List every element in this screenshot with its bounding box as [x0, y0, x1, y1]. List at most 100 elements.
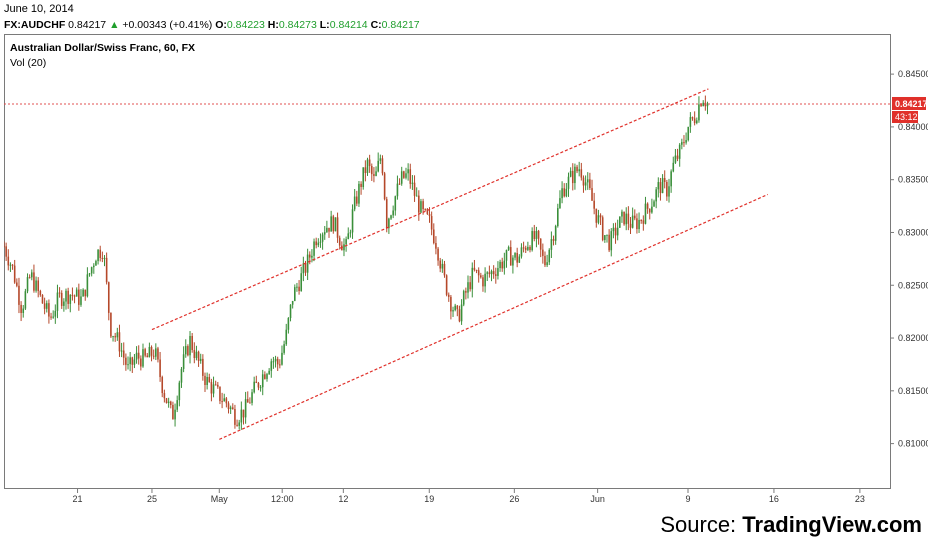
candle-body [565, 188, 568, 197]
candle-body [24, 291, 27, 309]
candle-body [535, 230, 538, 239]
candle-body [524, 247, 527, 250]
candle-body [129, 357, 131, 365]
candle-body [13, 265, 16, 283]
candle-body [253, 381, 255, 393]
candle-body [80, 296, 82, 305]
candle-body [163, 393, 166, 399]
candle-body [146, 355, 149, 358]
candle-body [45, 303, 48, 309]
candle-body [54, 310, 57, 317]
candle-body [199, 358, 202, 361]
candle-body [394, 196, 397, 211]
volume-indicator-label[interactable]: Vol (20) [10, 57, 46, 69]
candle-body [642, 220, 645, 224]
candle-body [65, 290, 67, 302]
candle-body [633, 215, 636, 219]
candle-body [505, 249, 508, 261]
candle-body [435, 243, 437, 249]
candle-body [326, 227, 328, 233]
candle-body [695, 120, 698, 124]
candle-body [518, 256, 521, 263]
candle-body [586, 179, 589, 183]
candle-body [244, 399, 247, 418]
candle-body [3, 246, 5, 248]
candle-body [148, 346, 151, 358]
candle-body [396, 183, 399, 197]
candle-body [473, 267, 476, 270]
candle-body [261, 374, 264, 388]
symbol-label[interactable]: FX:AUDCHF [4, 19, 66, 31]
candle-body [554, 226, 557, 241]
candle-body [210, 382, 213, 394]
close-label: C: [370, 19, 382, 31]
x-tick-label: 9 [685, 494, 690, 504]
candle-body [452, 310, 454, 312]
candle-body [533, 231, 536, 239]
candle-body [426, 209, 429, 214]
candle-body [189, 336, 191, 356]
candle-body [604, 235, 606, 241]
candle-body [206, 376, 208, 385]
candle-body [274, 358, 277, 362]
candle-body [456, 305, 459, 310]
candle-body [227, 403, 230, 410]
candle-body [69, 294, 72, 304]
candles-group [3, 95, 709, 430]
y-tick-label: 0.81000 [898, 439, 928, 449]
candle-body [16, 282, 18, 286]
candle-body [30, 272, 33, 278]
candle-body [475, 269, 478, 271]
chart-date: June 10, 2014 [4, 3, 74, 15]
candle-body [103, 257, 106, 259]
candle-body [264, 374, 266, 379]
candle-body [283, 344, 285, 353]
candle-body [112, 336, 114, 338]
candle-body [595, 208, 598, 223]
trend-channel: 0.84217 43:12 [4, 88, 928, 440]
source-brand: TradingView.com [742, 512, 922, 537]
candle-body [674, 155, 677, 163]
candle-body [118, 332, 121, 352]
candle-body [563, 188, 566, 197]
candle-body [529, 246, 531, 251]
candle-body [422, 201, 424, 210]
candle-body [97, 249, 99, 262]
candle-body [490, 271, 493, 275]
x-tick-label: Jun [590, 494, 605, 504]
candle-body [214, 384, 217, 386]
candle-body [471, 267, 474, 290]
candle-body [420, 201, 422, 213]
candle-body [39, 290, 42, 295]
candle-body [120, 350, 123, 352]
low-value: 0.84214 [329, 19, 368, 31]
candle-body [291, 300, 294, 305]
candle-body [666, 181, 668, 197]
x-tick-label: 12:00 [271, 494, 294, 504]
candle-body [238, 422, 241, 426]
candle-body [507, 247, 510, 250]
price-chart[interactable]: 0.84217 43:12 0.84500 0.84000 0.83500 0.8300… [3, 34, 931, 504]
candle-body [672, 162, 675, 172]
candle-body [191, 336, 193, 351]
x-axis: 21 25 May 12:00 12 19 26 Jun 9 16 23 [73, 489, 865, 504]
candle-body [127, 364, 129, 366]
candle-body [231, 407, 234, 409]
candle-body [137, 352, 140, 359]
candle-body [268, 370, 270, 375]
candle-body [636, 218, 638, 230]
candle-body [330, 216, 332, 232]
candle-body [172, 404, 174, 420]
chart-area[interactable]: 0.84217 43:12 0.84500 0.84000 0.83500 0.8300… [3, 34, 931, 504]
candle-body [488, 272, 491, 275]
candle-body [638, 219, 640, 230]
candle-body [60, 292, 63, 306]
candle-body [242, 409, 245, 418]
candle-body [381, 158, 384, 174]
candle-body [165, 398, 168, 404]
candle-body [702, 102, 705, 106]
candle-body [668, 186, 670, 197]
candle-body [20, 304, 22, 313]
candle-body [432, 229, 435, 244]
candle-body [501, 261, 504, 269]
